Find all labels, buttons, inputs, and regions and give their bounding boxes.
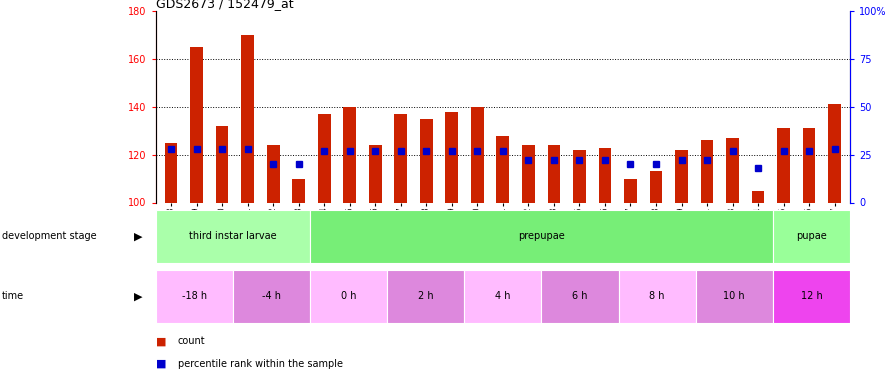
- Bar: [465, 270, 541, 322]
- Bar: [573, 150, 586, 202]
- Bar: [233, 270, 310, 322]
- Bar: [624, 178, 637, 203]
- Bar: [267, 145, 279, 202]
- Text: GDS2673 / 152479_at: GDS2673 / 152479_at: [156, 0, 294, 10]
- Bar: [344, 107, 356, 202]
- Text: count: count: [178, 336, 206, 346]
- Bar: [726, 138, 739, 202]
- Bar: [676, 150, 688, 202]
- Text: 4 h: 4 h: [495, 291, 511, 301]
- Bar: [777, 128, 790, 202]
- Bar: [310, 270, 387, 322]
- Text: prepupae: prepupae: [518, 231, 565, 241]
- Bar: [420, 119, 433, 202]
- Text: -4 h: -4 h: [262, 291, 281, 301]
- Text: time: time: [2, 291, 24, 301]
- Bar: [773, 210, 850, 262]
- Bar: [292, 178, 305, 203]
- Bar: [368, 145, 382, 202]
- Bar: [471, 107, 483, 202]
- Bar: [547, 145, 561, 202]
- Bar: [522, 145, 535, 202]
- Text: percentile rank within the sample: percentile rank within the sample: [178, 359, 343, 369]
- Bar: [752, 190, 765, 202]
- Text: 8 h: 8 h: [650, 291, 665, 301]
- Text: 2 h: 2 h: [418, 291, 433, 301]
- Bar: [165, 143, 177, 202]
- Text: 12 h: 12 h: [800, 291, 822, 301]
- Bar: [387, 270, 465, 322]
- Bar: [650, 171, 662, 202]
- Bar: [541, 270, 619, 322]
- Bar: [700, 140, 714, 202]
- Bar: [156, 270, 233, 322]
- Bar: [215, 126, 229, 202]
- Text: ▶: ▶: [134, 291, 142, 301]
- Text: ■: ■: [156, 359, 166, 369]
- Text: 0 h: 0 h: [341, 291, 356, 301]
- Bar: [773, 270, 850, 322]
- Text: ■: ■: [156, 336, 166, 346]
- Text: 6 h: 6 h: [572, 291, 587, 301]
- Text: development stage: development stage: [2, 231, 96, 241]
- Text: -18 h: -18 h: [182, 291, 206, 301]
- Bar: [241, 35, 254, 203]
- Bar: [445, 112, 458, 202]
- Bar: [696, 270, 773, 322]
- Bar: [310, 210, 773, 262]
- Bar: [394, 114, 407, 202]
- Text: third instar larvae: third instar larvae: [189, 231, 277, 241]
- Bar: [803, 128, 815, 202]
- Bar: [190, 47, 203, 202]
- Bar: [599, 147, 611, 202]
- Bar: [318, 114, 330, 202]
- Bar: [156, 210, 310, 262]
- Bar: [619, 270, 696, 322]
- Text: 10 h: 10 h: [724, 291, 745, 301]
- Bar: [497, 136, 509, 202]
- Text: pupae: pupae: [796, 231, 827, 241]
- Bar: [829, 105, 841, 202]
- Text: ▶: ▶: [134, 231, 142, 241]
